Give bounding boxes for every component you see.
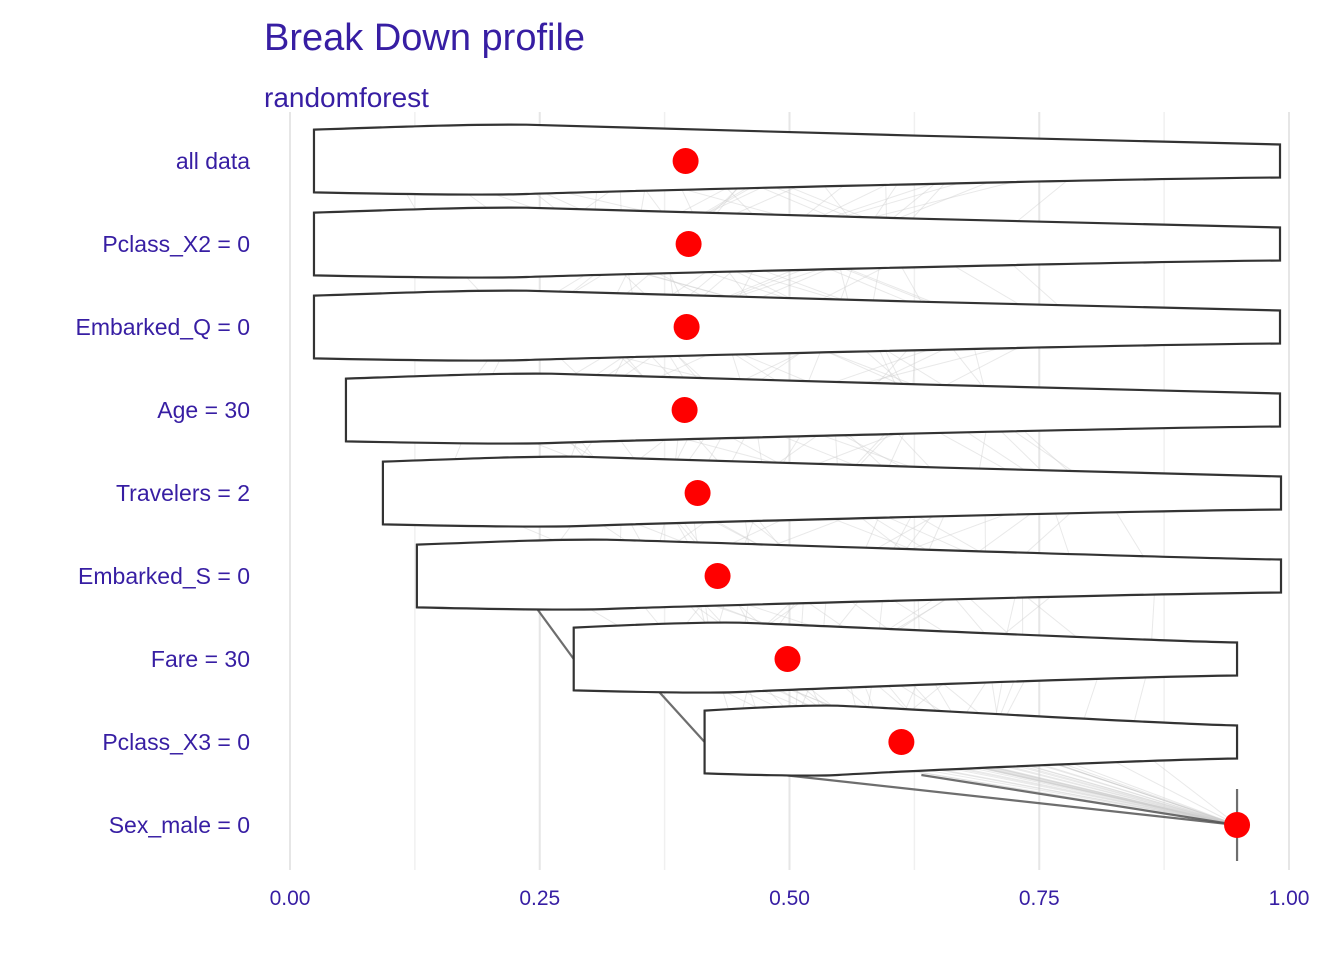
y-axis-label: Fare = 30	[151, 646, 250, 672]
chart-subtitle: randomforest	[264, 82, 429, 113]
y-axis-label: Pclass_X3 = 0	[102, 729, 250, 755]
data-point	[684, 480, 711, 506]
connector-line	[921, 773, 1238, 827]
violin-shape	[312, 206, 1282, 279]
violin-shape	[344, 372, 1282, 445]
connector-line	[536, 608, 575, 660]
x-axis-tick-label: 0.50	[769, 887, 810, 910]
connector-line	[658, 691, 706, 743]
y-axis-label: Embarked_S = 0	[78, 563, 250, 589]
x-axis-ticks: 0.00 0.25 0.50 0.75 1.00	[270, 887, 1310, 910]
data-point	[671, 397, 698, 423]
y-axis-label: Pclass_X2 = 0	[102, 231, 250, 257]
data-point	[1224, 812, 1251, 838]
x-axis-tick-label: 0.75	[1019, 887, 1060, 910]
data-point	[675, 231, 702, 257]
violins	[312, 123, 1283, 777]
data-point	[774, 646, 801, 672]
connector-line	[783, 773, 1238, 827]
y-axis-label: Travelers = 2	[116, 480, 250, 506]
violin-shape	[312, 289, 1282, 362]
violin-shape	[703, 704, 1239, 777]
y-axis-labels: all data Pclass_X2 = 0 Embarked_Q = 0 Age =…	[75, 148, 250, 838]
points	[671, 148, 1251, 838]
y-axis-label: Sex_male = 0	[109, 812, 250, 838]
violin-shape	[415, 538, 1283, 611]
x-axis-tick-label: 0.25	[519, 887, 560, 910]
data-point	[673, 314, 700, 340]
chart-title: Break Down profile	[264, 17, 585, 59]
violin-shape	[312, 123, 1282, 196]
x-axis-tick-label: 0.00	[270, 887, 311, 910]
violin-shape	[572, 621, 1239, 694]
y-axis-label: all data	[176, 148, 250, 174]
violin-shape	[381, 455, 1283, 528]
data-point	[672, 148, 699, 174]
data-point	[888, 729, 915, 755]
data-point	[704, 563, 731, 589]
x-axis-tick-label: 1.00	[1269, 887, 1310, 910]
y-axis-label: Embarked_Q = 0	[75, 314, 250, 340]
y-axis-label: Age = 30	[157, 397, 250, 423]
